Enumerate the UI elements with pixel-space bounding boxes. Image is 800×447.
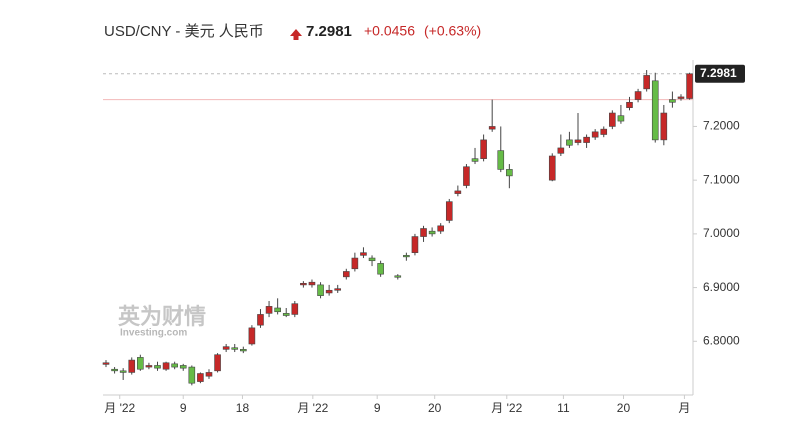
x-tick-label: 18 (236, 401, 250, 415)
candle-body (566, 139, 573, 146)
candle-body (454, 190, 462, 194)
y-tick-label: 7.0000 (703, 226, 740, 240)
candle-body (420, 228, 427, 237)
up-arrow (290, 29, 302, 40)
candle-body (222, 346, 230, 350)
candle-body (102, 362, 110, 365)
candle-body (394, 275, 402, 278)
candle-body (111, 368, 118, 372)
candle-body (179, 365, 187, 369)
candle-body (677, 96, 685, 99)
candle-body (471, 158, 479, 162)
watermark-sub: Investing.com (120, 328, 187, 339)
candle-body (257, 314, 264, 326)
candle-body (265, 306, 273, 314)
candle-body (480, 139, 487, 159)
candle-body (291, 303, 299, 315)
price: 7.2981 (306, 23, 352, 40)
price-badge (695, 64, 745, 83)
x-tick-label: 月 '22 (104, 401, 135, 415)
candle-body (274, 307, 281, 313)
x-tick-label: 20 (428, 401, 442, 415)
candle-body (300, 282, 307, 286)
candle-body (145, 365, 153, 368)
candle-body (686, 73, 693, 99)
candle-body (377, 263, 384, 275)
candle-body (188, 366, 196, 384)
candle-body (119, 370, 127, 373)
y-tick-label: 7.2000 (703, 119, 740, 133)
candle-body (626, 101, 633, 108)
y-tick-label: 7.1000 (703, 172, 740, 186)
chart-title: USD/CNY - 美元 人民币 (104, 23, 264, 40)
x-tick-label: 20 (617, 401, 631, 415)
candle-body (154, 365, 161, 369)
candle-body (600, 128, 608, 135)
x-tick-label: 月 (678, 401, 690, 415)
candle-body (137, 357, 144, 370)
candle-body (609, 112, 616, 127)
candle-body (342, 271, 350, 278)
change-percent: (+0.63%) (424, 23, 481, 39)
candle-body (411, 236, 419, 253)
candle-body (308, 281, 316, 286)
candle-body (240, 349, 247, 352)
x-tick-label: 月 '22 (491, 401, 522, 415)
candle-body (214, 354, 221, 372)
candle-body (506, 169, 513, 177)
candle-body (437, 225, 444, 232)
candle-body (231, 347, 239, 350)
candle-body (248, 327, 256, 345)
candle-body (651, 80, 659, 141)
x-tick-label: 9 (374, 401, 381, 415)
candle-body (128, 359, 136, 373)
candle-body (325, 289, 333, 294)
candle-body (162, 362, 170, 370)
candle-body (548, 155, 556, 181)
candle-body (368, 257, 376, 262)
candle-body (497, 150, 505, 170)
watermark: 英为财情 (118, 304, 206, 329)
candle-body (428, 230, 436, 235)
price-badge-label: 7.2981 (700, 66, 737, 80)
candle-body (669, 99, 676, 103)
candle-body (643, 75, 650, 90)
candle-body (205, 372, 213, 377)
change: +0.0456 (364, 23, 415, 39)
candle-body (351, 257, 359, 270)
candle-body (171, 363, 178, 368)
candle-body (660, 112, 668, 141)
candle-body (583, 136, 590, 143)
y-tick-label: 6.9000 (703, 280, 740, 294)
candle-body (488, 126, 496, 130)
candle-body (557, 147, 565, 154)
candle-body (403, 255, 410, 258)
y-tick-label: 6.8000 (703, 333, 740, 347)
candle-body (360, 252, 367, 256)
candle-body (574, 139, 582, 143)
candle-body (634, 91, 642, 100)
candle-body (282, 313, 290, 316)
candle-body (445, 201, 453, 221)
candle-body (317, 284, 324, 296)
x-tick-label: 11 (557, 401, 570, 415)
candle-body (197, 373, 204, 382)
candle-body (463, 166, 470, 186)
candle-body (617, 115, 625, 122)
x-tick-label: 月 '22 (297, 401, 328, 415)
candle-body (334, 288, 342, 291)
x-tick-label: 9 (180, 401, 187, 415)
candle-body (591, 131, 599, 138)
